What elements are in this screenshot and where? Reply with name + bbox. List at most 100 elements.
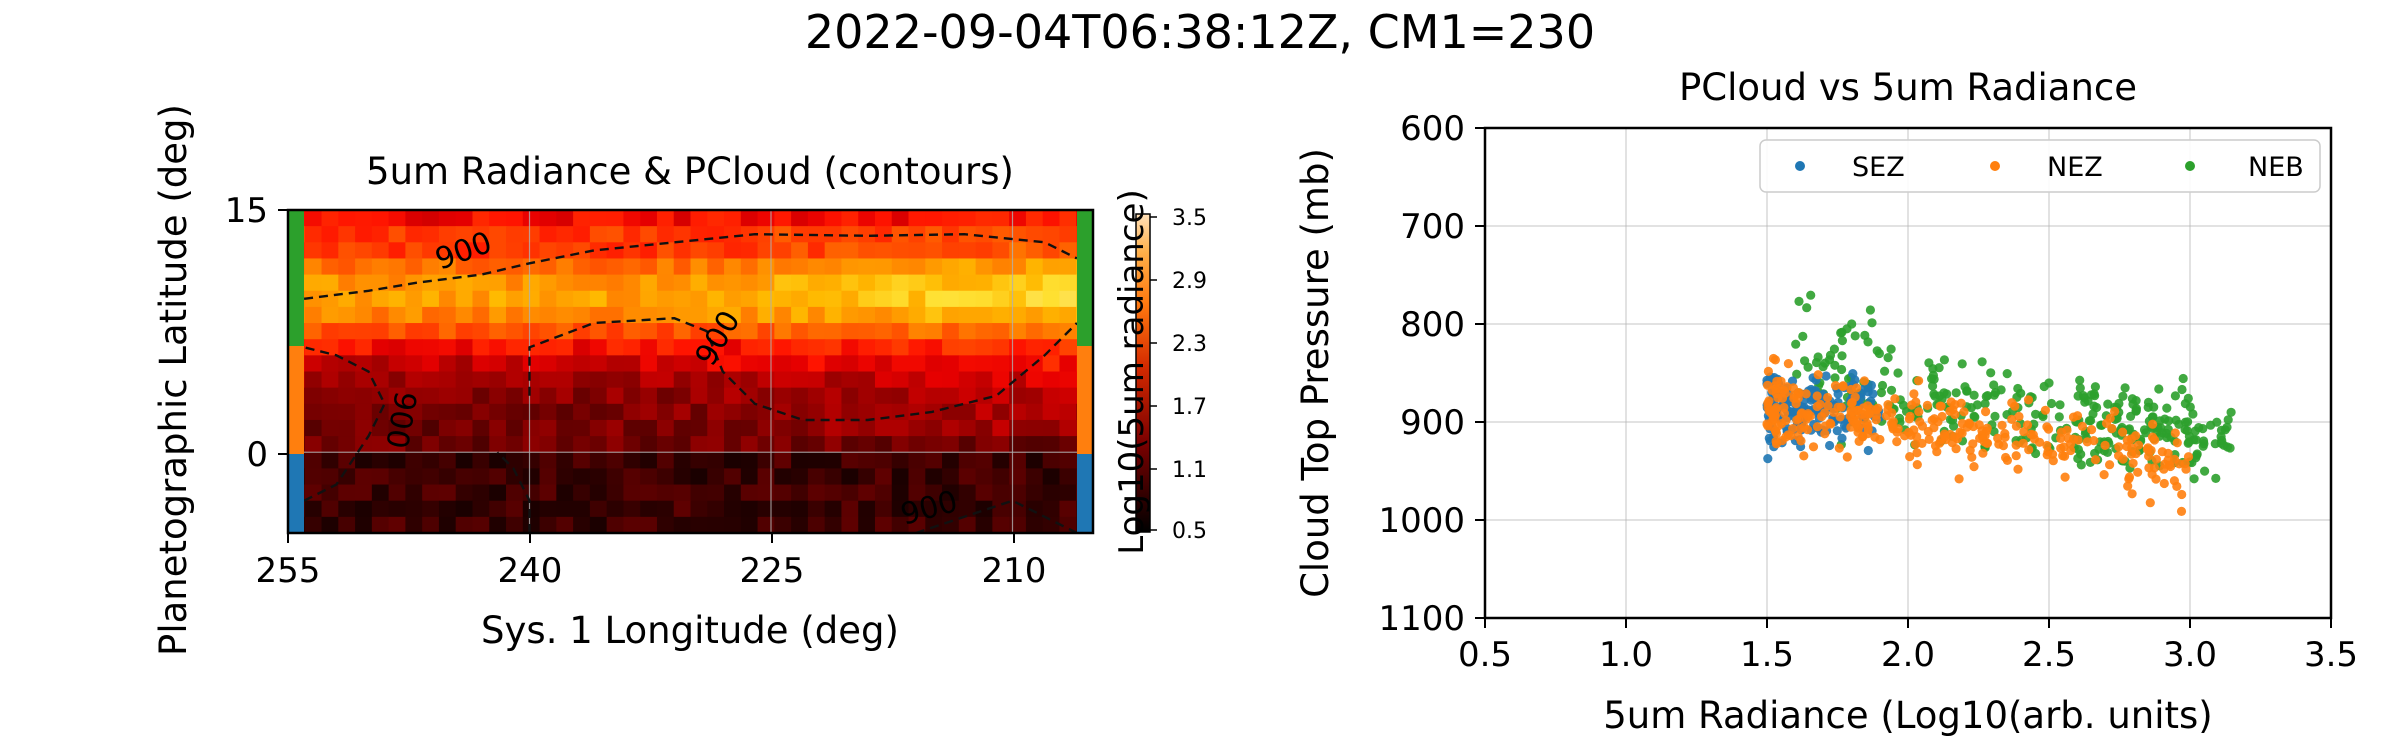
heatmap-cell	[522, 436, 541, 453]
map-ytick-label: 0	[246, 435, 268, 475]
heatmap-cell	[489, 274, 507, 292]
heatmap-cell	[757, 210, 775, 227]
heatmap-cell	[656, 274, 675, 292]
point-neb	[2183, 393, 2193, 403]
heatmap-cell	[992, 516, 1010, 533]
heatmap-cell	[942, 210, 960, 227]
heatmap-cell	[640, 452, 658, 469]
point-nez	[2134, 440, 2144, 450]
heatmap-cell	[841, 452, 859, 469]
heatmap-cell	[589, 419, 608, 437]
heatmap-cell	[891, 258, 910, 276]
point-neb	[2118, 391, 2128, 401]
heatmap-cell	[673, 484, 692, 502]
heatmap-cell	[472, 306, 490, 324]
point-neb	[2039, 381, 2049, 392]
legend-label: NEB	[2248, 152, 2304, 183]
heatmap-cell	[388, 452, 406, 469]
scatter-xlabel: 5um Radiance (Log10(arb. units)	[1603, 694, 2212, 737]
heatmap-cell	[623, 339, 641, 356]
heatmap-cell	[841, 226, 859, 243]
heatmap-cell	[371, 371, 390, 389]
heatmap-cell	[874, 484, 893, 502]
heatmap-cell	[1042, 403, 1061, 421]
point-nez	[1777, 393, 1788, 403]
point-neb	[2075, 383, 2085, 393]
point-neb	[1989, 390, 1999, 400]
heatmap-cell	[958, 210, 977, 227]
heatmap-cell	[304, 355, 323, 373]
heatmap-cell	[841, 323, 859, 340]
heatmap-cell	[824, 242, 843, 260]
heatmap-cell	[740, 339, 759, 356]
heatmap-cell	[321, 403, 339, 421]
heatmap-cell	[1025, 290, 1044, 308]
heatmap-cell	[606, 258, 625, 276]
heatmap-cell	[824, 452, 843, 469]
point-nez	[2090, 455, 2101, 465]
heatmap-cell	[791, 210, 809, 227]
heatmap-cell	[1009, 403, 1027, 421]
heatmap-cell	[673, 210, 692, 227]
heatmap-cell	[824, 274, 843, 292]
point-nez	[1924, 434, 1934, 444]
point-nez	[1912, 460, 1922, 470]
heatmap-cell	[640, 274, 658, 292]
heatmap-cell	[623, 500, 641, 518]
heatmap-cell	[673, 516, 692, 533]
heatmap-cell	[388, 226, 406, 243]
point-nez	[2157, 447, 2167, 457]
heatmap-cell	[891, 290, 910, 308]
heatmap-cell	[824, 306, 843, 324]
heatmap-cell	[891, 387, 910, 405]
heatmap-cell	[690, 323, 708, 340]
heatmap-cell	[925, 371, 943, 389]
heatmap-cell	[623, 306, 641, 324]
heatmap-cell	[958, 436, 977, 453]
heatmap-cell	[338, 210, 356, 227]
heatmap-cell	[925, 500, 943, 518]
heatmap-cell	[1042, 306, 1061, 324]
colorbar-tick: 0.5	[1172, 519, 1207, 544]
point-neb	[2199, 439, 2209, 449]
heatmap-cell	[539, 452, 557, 469]
heatmap-cell	[925, 452, 943, 469]
heatmap-cell	[791, 355, 809, 373]
point-neb	[1877, 380, 1888, 391]
heatmap-cell	[791, 274, 809, 292]
heatmap-cell	[925, 468, 943, 486]
radiance-map-panel: 5um Radiance & PCloud (contours) 900 900…	[152, 104, 1095, 656]
heatmap-cell	[740, 274, 759, 292]
point-neb	[2200, 466, 2210, 476]
heatmap-cell	[757, 452, 775, 469]
heatmap-cell	[539, 516, 557, 533]
heatmap-cell	[472, 242, 490, 260]
scatter-points	[1762, 290, 2236, 516]
scatter-ytick-label: 600	[1400, 109, 1465, 149]
heatmap-cell	[656, 436, 675, 453]
point-nez	[2183, 452, 2194, 462]
heatmap-cell	[455, 226, 474, 243]
heatmap-cell	[942, 452, 960, 469]
heatmap-cell	[304, 403, 323, 421]
heatmap-cell	[975, 419, 993, 437]
heatmap-cell	[489, 242, 507, 260]
heatmap-cell	[422, 403, 440, 421]
point-nez	[1812, 391, 1822, 401]
heatmap-cell	[958, 258, 977, 276]
heatmap-cell	[623, 484, 641, 502]
heatmap-cell	[942, 371, 960, 389]
point-nez	[1793, 393, 1803, 403]
heatmap-cell	[606, 274, 625, 292]
heatmap-cell	[556, 500, 574, 518]
heatmap-cell	[807, 323, 826, 340]
heatmap-cell	[623, 419, 641, 437]
point-neb	[2170, 391, 2180, 401]
heatmap-cell	[975, 484, 993, 502]
heatmap-cell	[304, 419, 323, 437]
point-nez	[2110, 406, 2120, 416]
point-neb	[1883, 353, 1893, 363]
heatmap-cell	[673, 306, 692, 324]
point-nez	[1887, 419, 1897, 429]
heatmap-cell	[724, 274, 742, 292]
